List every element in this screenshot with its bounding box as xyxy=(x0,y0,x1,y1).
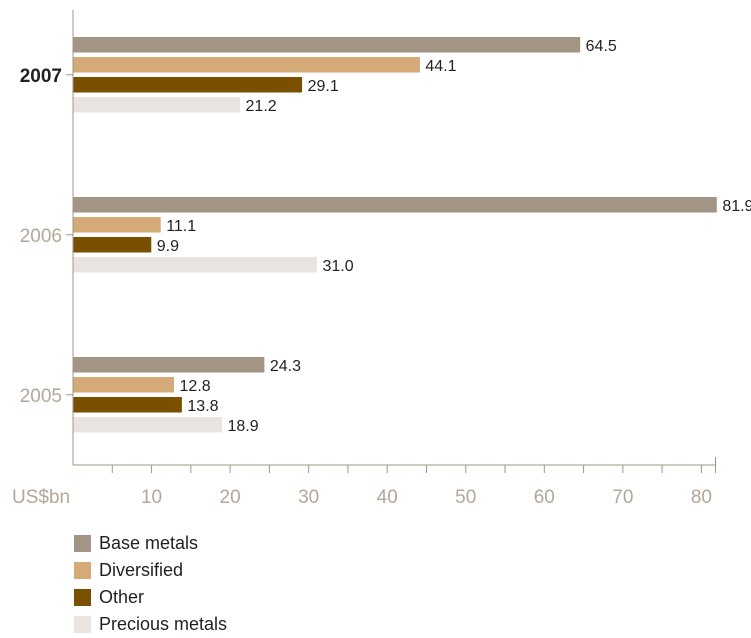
bar-2006-precious-metals xyxy=(74,257,318,273)
legend-label-diversified: Diversified xyxy=(99,560,183,581)
value-label-2005-precious-metals: 18.9 xyxy=(227,418,258,435)
value-label-2005-base-metals: 24.3 xyxy=(270,358,301,375)
bar-2006-base-metals xyxy=(74,197,717,213)
x-tick-label-10: 10 xyxy=(141,487,162,508)
legend: Base metals Diversified Other Precious meta… xyxy=(74,530,227,638)
bar-2007-diversified xyxy=(74,57,420,73)
x-tick-label-50: 50 xyxy=(455,487,476,508)
value-label-2007-other: 29.1 xyxy=(308,78,339,95)
category-label-2006: 2006 xyxy=(20,226,62,247)
x-tick-label-20: 20 xyxy=(220,487,241,508)
x-axis-label: US$bn xyxy=(12,487,70,508)
bar-2007-precious-metals xyxy=(74,97,241,113)
category-label-2005: 2005 xyxy=(20,386,62,407)
legend-label-base-metals: Base metals xyxy=(99,533,198,554)
legend-item-other: Other xyxy=(74,584,227,611)
x-tick-label-60: 60 xyxy=(534,487,555,508)
bar-2007-base-metals xyxy=(74,37,581,53)
legend-item-diversified: Diversified xyxy=(74,557,227,584)
legend-item-precious-metals: Precious metals xyxy=(74,611,227,638)
x-tick-label-80: 80 xyxy=(691,487,712,508)
value-label-2007-diversified: 44.1 xyxy=(425,58,456,75)
bar-2005-diversified xyxy=(74,377,175,393)
legend-swatch-other xyxy=(74,589,91,606)
bar-2005-other xyxy=(74,397,182,413)
bar-2006-diversified xyxy=(74,217,161,233)
legend-label-precious-metals: Precious metals xyxy=(99,614,227,635)
y-axis-categories: 2007 2006 2005 xyxy=(20,66,73,407)
legend-label-other: Other xyxy=(99,587,144,608)
value-label-2005-diversified: 12.8 xyxy=(180,378,211,395)
x-tick-label-70: 70 xyxy=(612,487,633,508)
bar-2005-precious-metals xyxy=(74,417,222,433)
category-label-2007: 2007 xyxy=(20,66,62,87)
bars-layer: 64.5 44.1 29.1 21.2 81.9 11.1 9.9 31.0 24.3 12.8 1… xyxy=(74,37,751,435)
bar-chart: 64.5 44.1 29.1 21.2 81.9 11.1 9.9 31.0 24.3 12.8 1… xyxy=(0,0,751,520)
x-tick-label-40: 40 xyxy=(377,487,398,508)
value-label-2006-precious-metals: 31.0 xyxy=(323,258,354,275)
value-label-2007-base-metals: 64.5 xyxy=(586,38,617,55)
value-label-2006-base-metals: 81.9 xyxy=(722,198,751,215)
legend-swatch-precious-metals xyxy=(74,616,91,633)
legend-item-base-metals: Base metals xyxy=(74,530,227,557)
value-label-2006-other: 9.9 xyxy=(157,238,179,255)
legend-swatch-base-metals xyxy=(74,535,91,552)
legend-swatch-diversified xyxy=(74,562,91,579)
bar-2006-other xyxy=(74,237,152,253)
bar-2007-other xyxy=(74,77,303,93)
value-label-2005-other: 13.8 xyxy=(187,398,218,415)
bar-2005-base-metals xyxy=(74,357,265,373)
x-tick-label-30: 30 xyxy=(298,487,319,508)
value-label-2006-diversified: 11.1 xyxy=(166,218,196,235)
value-label-2007-precious-metals: 21.2 xyxy=(246,98,277,115)
